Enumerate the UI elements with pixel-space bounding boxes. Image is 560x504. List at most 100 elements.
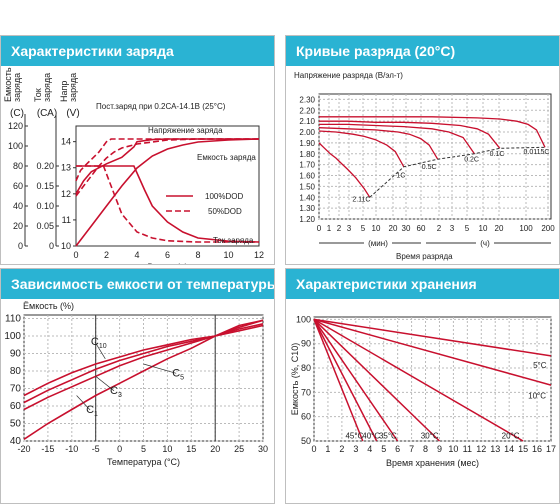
series-line xyxy=(319,116,546,148)
series-line xyxy=(23,319,264,440)
axis-label: Емкость xyxy=(3,67,13,102)
axis-label: заряда xyxy=(12,73,22,102)
y-tick-label: 2.30 xyxy=(299,95,315,104)
charge-characteristics-chart: Емкость заряда(С)Ток заряда(СА)Напр заряда(… xyxy=(3,67,264,264)
series-label: 30°С xyxy=(421,432,439,441)
plot-area xyxy=(313,316,552,442)
legend-label: 50%DOD xyxy=(208,207,242,216)
x-tick-label: 1 xyxy=(327,224,332,233)
y-tick-label: 100 xyxy=(8,141,23,151)
x-tick-label: 5 xyxy=(465,224,470,233)
series-line xyxy=(313,319,378,442)
series-line xyxy=(313,318,399,442)
panel-title: Зависимость емкости от температуры xyxy=(1,269,274,299)
x-tick-label: 5 xyxy=(381,444,386,454)
series-label: 10°С xyxy=(528,392,546,401)
series-label: 2.11C xyxy=(352,197,370,204)
x-tick-label: 3 xyxy=(353,444,358,454)
x-axis-label: Время разряда xyxy=(396,252,453,261)
series-label: 0.2C xyxy=(464,156,479,163)
annotation: Ток заряда xyxy=(213,236,254,245)
x-tick-label: 17 xyxy=(546,444,556,454)
series-leader xyxy=(76,395,91,411)
series-line xyxy=(313,318,441,442)
x-tick-label: 0 xyxy=(311,444,316,454)
series-label: 0.5C xyxy=(422,164,437,171)
axis-unit: (С) xyxy=(10,108,24,119)
x-tick-label: 4 xyxy=(367,444,372,454)
x-tick-label: -10 xyxy=(65,444,78,454)
y-tick-label: 70 xyxy=(10,384,22,395)
series-line xyxy=(313,319,364,442)
y-tick-label: 40 xyxy=(10,436,22,447)
charge-characteristics-panel: Характеристики заряда Емкость заряда (С) То… xyxy=(0,35,275,265)
y-tick-label: 2.10 xyxy=(299,117,315,126)
y-tick-label: 1.60 xyxy=(299,172,315,181)
y-tick-label: 1.40 xyxy=(299,193,315,202)
x-tick-label: 13 xyxy=(490,444,500,454)
series-line xyxy=(75,138,259,197)
axis-label: Ток xyxy=(33,88,43,102)
y-tick-label: 50 xyxy=(10,419,22,430)
y-tick-label: 12 xyxy=(61,189,71,199)
y-tick-label: 100 xyxy=(4,331,21,342)
axis-unit: (СА) xyxy=(37,108,57,119)
series-line xyxy=(318,142,371,198)
discharge-curves-panel: Кривые разряда (20°C) Напряжение разряда… xyxy=(285,35,560,265)
y-tick-label: 13 xyxy=(61,163,71,173)
x-tick-label: 200 xyxy=(541,224,555,233)
x-tick-label: 9 xyxy=(437,444,442,454)
y-tick-label: 2.20 xyxy=(299,106,315,115)
axis-label: Напр xyxy=(59,81,69,102)
y-axis-label: Ёмкость (%) xyxy=(23,301,74,311)
series-line xyxy=(76,165,260,243)
series-label: C1 xyxy=(86,404,98,418)
y-tick-label: 1.80 xyxy=(299,150,315,159)
x-tick-label: 3 xyxy=(450,224,455,233)
y-tick-label: 1.50 xyxy=(299,182,315,191)
y-tick-label: 11 xyxy=(62,215,71,225)
y-tick-label: 1.20 xyxy=(299,215,315,224)
x-tick-label: 15 xyxy=(518,444,528,454)
annotation: Напряжение заряда xyxy=(148,126,223,135)
x-unit-bg xyxy=(476,237,494,249)
x-tick-label: 12 xyxy=(476,444,486,454)
panel-title: Кривые разряда (20°C) xyxy=(286,36,559,66)
series-leader xyxy=(95,376,115,392)
x-tick-label: 8 xyxy=(423,444,428,454)
x-tick-label: 60 xyxy=(417,224,426,233)
annotation: Емкость заряда xyxy=(197,153,256,162)
x-tick-label: 20 xyxy=(210,444,220,454)
x-tick-label: 12 xyxy=(254,250,264,260)
y-tick-label: 0.05 xyxy=(36,221,54,231)
y-tick-label: 0 xyxy=(18,241,23,251)
y-tick-label: 1.70 xyxy=(299,161,315,170)
y-tick-label: 60 xyxy=(13,181,23,191)
x-tick-label: 30 xyxy=(258,444,268,454)
x-tick-label: 6 xyxy=(165,250,170,260)
y-tick-label: 70 xyxy=(301,387,311,397)
x-tick-label: 8 xyxy=(195,250,200,260)
y-tick-label: 40 xyxy=(13,201,23,211)
x-tick-label: -20 xyxy=(17,444,30,454)
y-tick-label: 50 xyxy=(301,436,311,446)
x-axis-label: Температура (°С) xyxy=(107,457,180,467)
y-tick-label: 14 xyxy=(61,137,71,147)
x-tick-label: 10 xyxy=(448,444,458,454)
x-tick-label: 30 xyxy=(402,224,411,233)
panel-title: Характеристики заряда xyxy=(1,36,274,66)
x-unit-label: (ч) xyxy=(480,239,490,248)
x-unit-label: (мин) xyxy=(368,239,388,248)
series-label: 20°С xyxy=(502,432,520,441)
y-tick-label: 60 xyxy=(10,401,22,412)
chart-title: Пост.заряд при 0.2СА-14.1В (25°С) xyxy=(96,102,226,111)
x-tick-label: 10 xyxy=(372,224,381,233)
series-line xyxy=(76,165,259,243)
series-label: 1C xyxy=(396,173,405,180)
y-tick-label: 120 xyxy=(8,121,23,131)
y-tick-label: 80 xyxy=(10,366,22,377)
y-tick-label: 1.90 xyxy=(299,139,315,148)
series-label: 35°С xyxy=(379,432,397,441)
